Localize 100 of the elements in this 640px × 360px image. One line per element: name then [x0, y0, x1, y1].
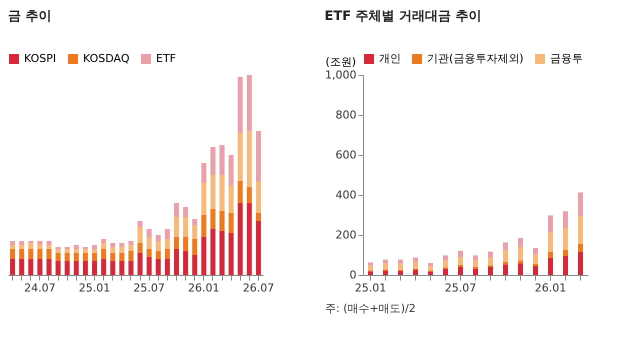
- x-tick-label: 24.07: [24, 282, 56, 294]
- bar: [156, 241, 161, 251]
- bar: [46, 249, 52, 259]
- bar: [164, 239, 170, 249]
- legend-label: 기관(금융투자제외): [427, 52, 524, 65]
- bar: [246, 187, 252, 203]
- bar: [174, 217, 179, 237]
- y-tick-label: 800: [336, 108, 356, 122]
- bar: [578, 192, 583, 216]
- bar: [368, 262, 373, 266]
- bar: [119, 253, 124, 261]
- bar: [101, 249, 106, 259]
- bar: [246, 203, 252, 275]
- x-tick-label: 25.07: [444, 282, 476, 294]
- bar: [192, 239, 198, 255]
- bar: [128, 261, 134, 275]
- text: 주: (매수+매도)/2: [325, 302, 416, 315]
- bar: [458, 267, 463, 275]
- bar: [256, 181, 261, 213]
- bar: [246, 131, 252, 187]
- bar: [119, 261, 124, 275]
- bar: [10, 249, 16, 259]
- bar: [563, 228, 568, 250]
- bar: [19, 245, 24, 249]
- bar: [183, 217, 188, 237]
- bar: [413, 262, 418, 269]
- x-tick-label: 25.01: [354, 282, 386, 294]
- bar: [503, 264, 508, 275]
- bar: [37, 249, 42, 259]
- bar: [101, 259, 106, 275]
- bar: [156, 251, 161, 259]
- y-tick-label: 200: [336, 228, 356, 242]
- bar: [138, 253, 143, 275]
- bar: [64, 253, 70, 261]
- bar: [210, 147, 216, 175]
- bar: [156, 235, 161, 241]
- bar: [443, 260, 448, 268]
- bar: [383, 263, 388, 270]
- bar: [64, 261, 70, 275]
- bar: [56, 249, 61, 253]
- bar: [46, 241, 52, 245]
- bar: [238, 203, 243, 275]
- bar: [146, 229, 152, 237]
- bar: [413, 258, 418, 262]
- bar: [74, 249, 79, 253]
- bar: [238, 181, 243, 203]
- bar: [19, 259, 24, 275]
- chart-title: 금 추이: [8, 9, 52, 24]
- bar: [443, 269, 448, 275]
- bar: [503, 250, 508, 262]
- bar: [92, 249, 98, 253]
- bar: [174, 203, 179, 217]
- bar: [10, 259, 16, 275]
- bar: [398, 260, 403, 264]
- bar: [74, 253, 79, 261]
- bar: [74, 261, 79, 275]
- bar: [64, 249, 70, 253]
- bar: [563, 211, 568, 228]
- bar: [428, 266, 433, 271]
- bar: [368, 265, 373, 270]
- bar: [210, 229, 216, 275]
- bar: [428, 263, 433, 266]
- bar: [256, 131, 261, 181]
- bar: [92, 245, 98, 249]
- bar: [164, 229, 170, 239]
- bar: [443, 255, 448, 260]
- bar: [228, 233, 234, 275]
- bar: [368, 271, 373, 275]
- y-tick-label: 1,000: [325, 68, 356, 82]
- bar: [156, 259, 161, 275]
- bar: [246, 75, 252, 131]
- bar: [37, 245, 42, 249]
- bar: [138, 227, 143, 243]
- bar: [228, 185, 234, 213]
- bar: [146, 237, 152, 249]
- bar: [398, 264, 403, 270]
- bar: [518, 247, 523, 260]
- bar: [201, 163, 206, 183]
- bar: [488, 267, 493, 275]
- bar: [256, 213, 261, 221]
- bar: [548, 252, 553, 258]
- legend-label: ETF: [156, 52, 176, 65]
- bar: [578, 216, 583, 244]
- bar: [128, 245, 134, 251]
- bar: [46, 245, 52, 249]
- bar: [101, 243, 106, 249]
- bar: [488, 252, 493, 258]
- bar: [398, 271, 403, 275]
- bar: [238, 77, 243, 133]
- bar: [28, 249, 34, 259]
- bar: [138, 221, 143, 227]
- bar: [174, 237, 179, 249]
- bar: [503, 242, 508, 250]
- bar: [220, 145, 225, 175]
- legend-label: KOSDAQ: [83, 52, 130, 65]
- bar: [128, 251, 134, 261]
- bar: [119, 247, 124, 253]
- bar: [548, 258, 553, 275]
- bar: [119, 243, 124, 247]
- bar: [578, 252, 583, 275]
